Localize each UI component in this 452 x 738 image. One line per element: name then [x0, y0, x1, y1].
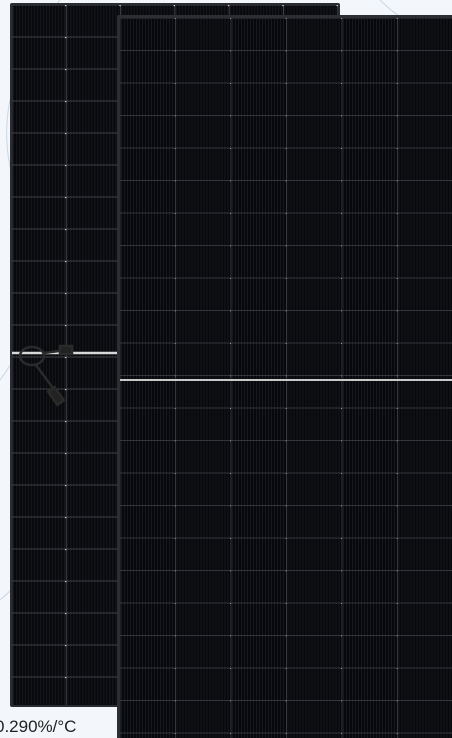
junction-cable [18, 344, 74, 407]
caption: 0.290%/°C [0, 717, 76, 736]
front-panel [117, 15, 452, 738]
